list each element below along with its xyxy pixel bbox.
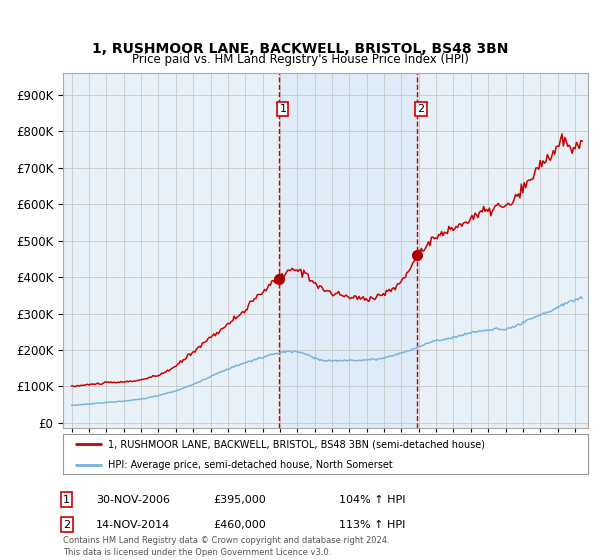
Text: 1, RUSHMOOR LANE, BACKWELL, BRISTOL, BS48 3BN: 1, RUSHMOOR LANE, BACKWELL, BRISTOL, BS4… (92, 42, 508, 56)
Text: 113% ↑ HPI: 113% ↑ HPI (339, 520, 406, 530)
Text: HPI: Average price, semi-detached house, North Somerset: HPI: Average price, semi-detached house,… (107, 460, 392, 470)
Text: 30-NOV-2006: 30-NOV-2006 (96, 494, 170, 505)
Text: 1: 1 (280, 104, 286, 114)
Text: 2: 2 (63, 520, 70, 530)
Text: 104% ↑ HPI: 104% ↑ HPI (339, 494, 406, 505)
Text: Price paid vs. HM Land Registry's House Price Index (HPI): Price paid vs. HM Land Registry's House … (131, 53, 469, 66)
Text: Contains HM Land Registry data © Crown copyright and database right 2024.
This d: Contains HM Land Registry data © Crown c… (63, 536, 389, 557)
Text: £395,000: £395,000 (213, 494, 266, 505)
Text: 1, RUSHMOOR LANE, BACKWELL, BRISTOL, BS48 3BN (semi-detached house): 1, RUSHMOOR LANE, BACKWELL, BRISTOL, BS4… (107, 440, 485, 450)
Text: 2: 2 (418, 104, 425, 114)
Text: 1: 1 (63, 494, 70, 505)
Bar (278, 73, 416, 428)
Text: £460,000: £460,000 (213, 520, 266, 530)
Text: 14-NOV-2014: 14-NOV-2014 (96, 520, 170, 530)
